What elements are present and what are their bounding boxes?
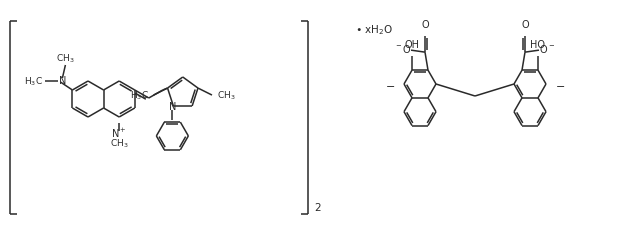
Text: 2: 2 xyxy=(314,202,321,212)
Text: $\mathsf{H_3C}$: $\mathsf{H_3C}$ xyxy=(130,89,149,102)
Text: $\bullet$ xH$_2$O: $\bullet$ xH$_2$O xyxy=(355,23,394,37)
Text: $\mathsf{CH_3}$: $\mathsf{CH_3}$ xyxy=(110,137,129,150)
Text: N: N xyxy=(59,76,66,86)
Text: N: N xyxy=(169,101,176,112)
Text: O: O xyxy=(421,20,429,30)
Text: O$^-$: O$^-$ xyxy=(539,43,555,55)
Text: $\mathsf{CH_3}$: $\mathsf{CH_3}$ xyxy=(56,52,75,65)
Text: HO: HO xyxy=(531,40,545,50)
Text: $-$: $-$ xyxy=(555,80,565,90)
Text: $\mathsf{CH_3}$: $\mathsf{CH_3}$ xyxy=(217,89,236,102)
Text: OH: OH xyxy=(404,40,419,50)
Text: $-$: $-$ xyxy=(385,80,395,90)
Text: $\mathsf{H_3C}$: $\mathsf{H_3C}$ xyxy=(24,75,43,88)
Text: $\mathsf{N}^+$: $\mathsf{N}^+$ xyxy=(111,126,127,139)
Text: $^-$O: $^-$O xyxy=(394,43,412,55)
Text: O: O xyxy=(521,20,529,30)
